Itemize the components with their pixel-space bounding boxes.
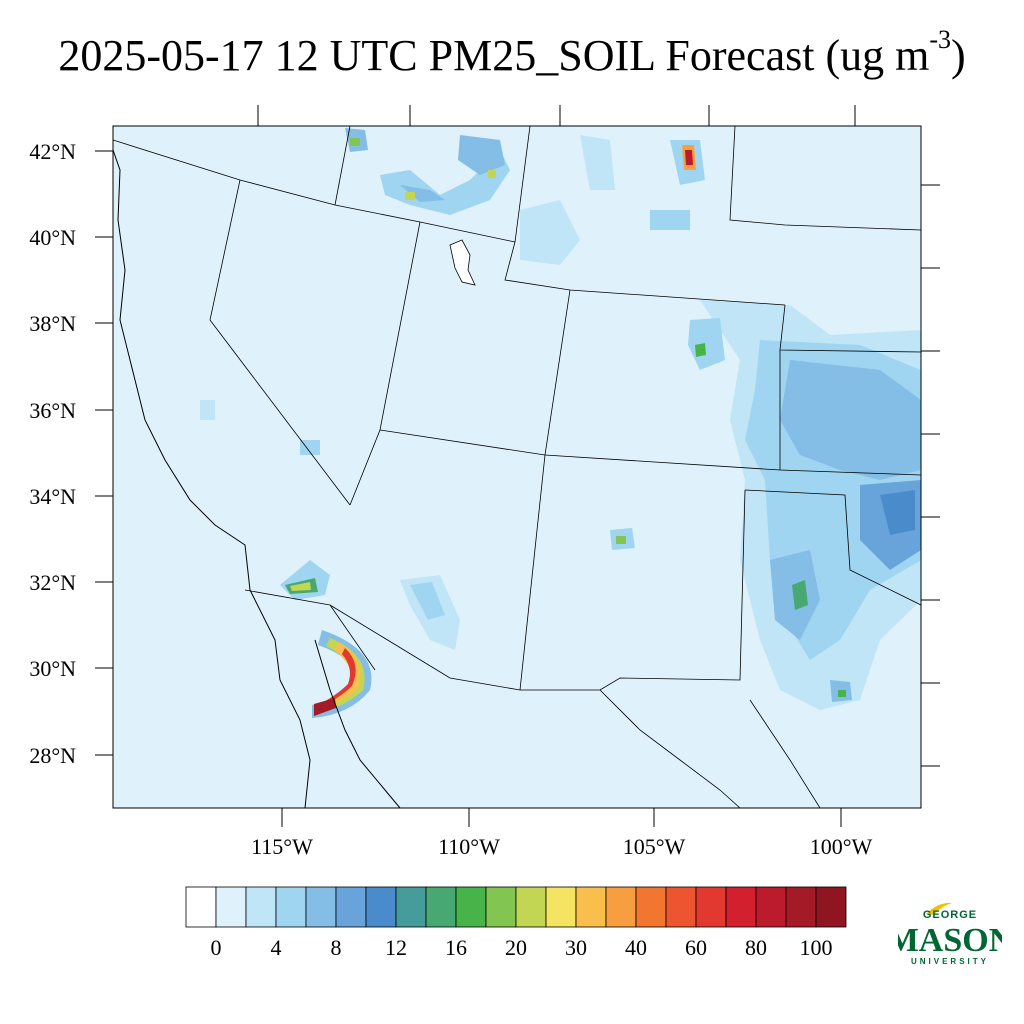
colorbar-swatch	[575, 886, 607, 928]
svg-text:GEORGE: GEORGE	[923, 909, 977, 921]
colorbar-swatch	[485, 886, 517, 928]
left-ticks	[95, 150, 113, 756]
colorbar-swatch	[695, 886, 727, 928]
pacific-coastline	[113, 149, 311, 808]
logo-flame-icon	[926, 902, 952, 915]
colorbar-label: 60	[685, 935, 707, 960]
colorbar-swatch	[335, 886, 367, 928]
map-frame	[112, 125, 922, 809]
colorbar-swatch	[815, 886, 847, 928]
colorbar-swatch	[305, 886, 337, 928]
lat-label: 36°N	[29, 398, 76, 423]
political-borders	[113, 126, 921, 808]
colorbar-swatch	[185, 886, 217, 928]
gulf-of-california-coast	[314, 639, 401, 808]
colorbar-swatch	[395, 886, 427, 928]
colorbar-label: 100	[800, 935, 833, 960]
lat-label: 28°N	[29, 743, 76, 768]
map-title: 2025-05-17 12 UTC PM25_SOIL Forecast (ug…	[58, 25, 966, 81]
lon-label: 105°W	[623, 834, 686, 859]
southwest-dust-features	[200, 400, 635, 650]
lat-label: 30°N	[29, 656, 76, 681]
bottom-ticks	[281, 808, 842, 827]
colorbar-swatch	[515, 886, 547, 928]
top-ticks	[257, 105, 856, 126]
lat-label: 42°N	[29, 139, 76, 164]
colorbar-label: 80	[745, 935, 767, 960]
lat-label: 34°N	[29, 484, 76, 509]
colorbar-swatch	[455, 886, 487, 928]
colorbar-swatch	[665, 886, 697, 928]
svg-text:UNIVERSITY: UNIVERSITY	[911, 957, 989, 966]
lat-label: 32°N	[29, 570, 76, 595]
lon-label: 100°W	[810, 834, 873, 859]
longitude-labels: 115°W 110°W 105°W 100°W	[251, 834, 872, 859]
colorbar-label: 20	[505, 935, 527, 960]
colorbar-swatch	[755, 886, 787, 928]
colorbar-swatch	[725, 886, 757, 928]
colorbar-swatch	[545, 886, 577, 928]
colorbar-label: 16	[445, 935, 467, 960]
colorbar-label: 40	[625, 935, 647, 960]
colorbar-swatch	[425, 886, 457, 928]
lat-label: 38°N	[29, 311, 76, 336]
lat-label: 40°N	[29, 225, 76, 250]
colorbar-swatch	[245, 886, 277, 928]
colorbar-swatch	[215, 886, 247, 928]
colorbar-label: 12	[385, 935, 407, 960]
plains-dust-field	[688, 300, 921, 710]
colorbar-labels: 0 4 8 12 16 20 30 40 60 80 100	[211, 935, 833, 960]
colorbar-label: 0	[211, 935, 222, 960]
svg-text:MASON: MASON	[898, 922, 1002, 959]
colorbar-swatch	[605, 886, 637, 928]
colorbar-swatch	[275, 886, 307, 928]
gmu-logo: GEORGE MASON UNIVERSITY	[887, 900, 1014, 970]
great-salt-lake	[449, 239, 476, 286]
colorbar	[185, 886, 847, 928]
lon-label: 110°W	[438, 834, 500, 859]
right-ticks	[921, 184, 940, 767]
lon-label: 115°W	[251, 834, 313, 859]
northern-dust-plumes	[345, 128, 705, 265]
colorbar-label: 4	[271, 935, 282, 960]
latitude-labels: 42°N 40°N 38°N 36°N 34°N 32°N 30°N 28°N	[29, 139, 76, 768]
colorbar-label: 30	[565, 935, 587, 960]
colorbar-swatch	[365, 886, 397, 928]
colorbar-swatch	[635, 886, 667, 928]
baja-dust-arc	[312, 630, 372, 718]
colorbar-label: 8	[331, 935, 342, 960]
colorbar-swatch	[785, 886, 817, 928]
